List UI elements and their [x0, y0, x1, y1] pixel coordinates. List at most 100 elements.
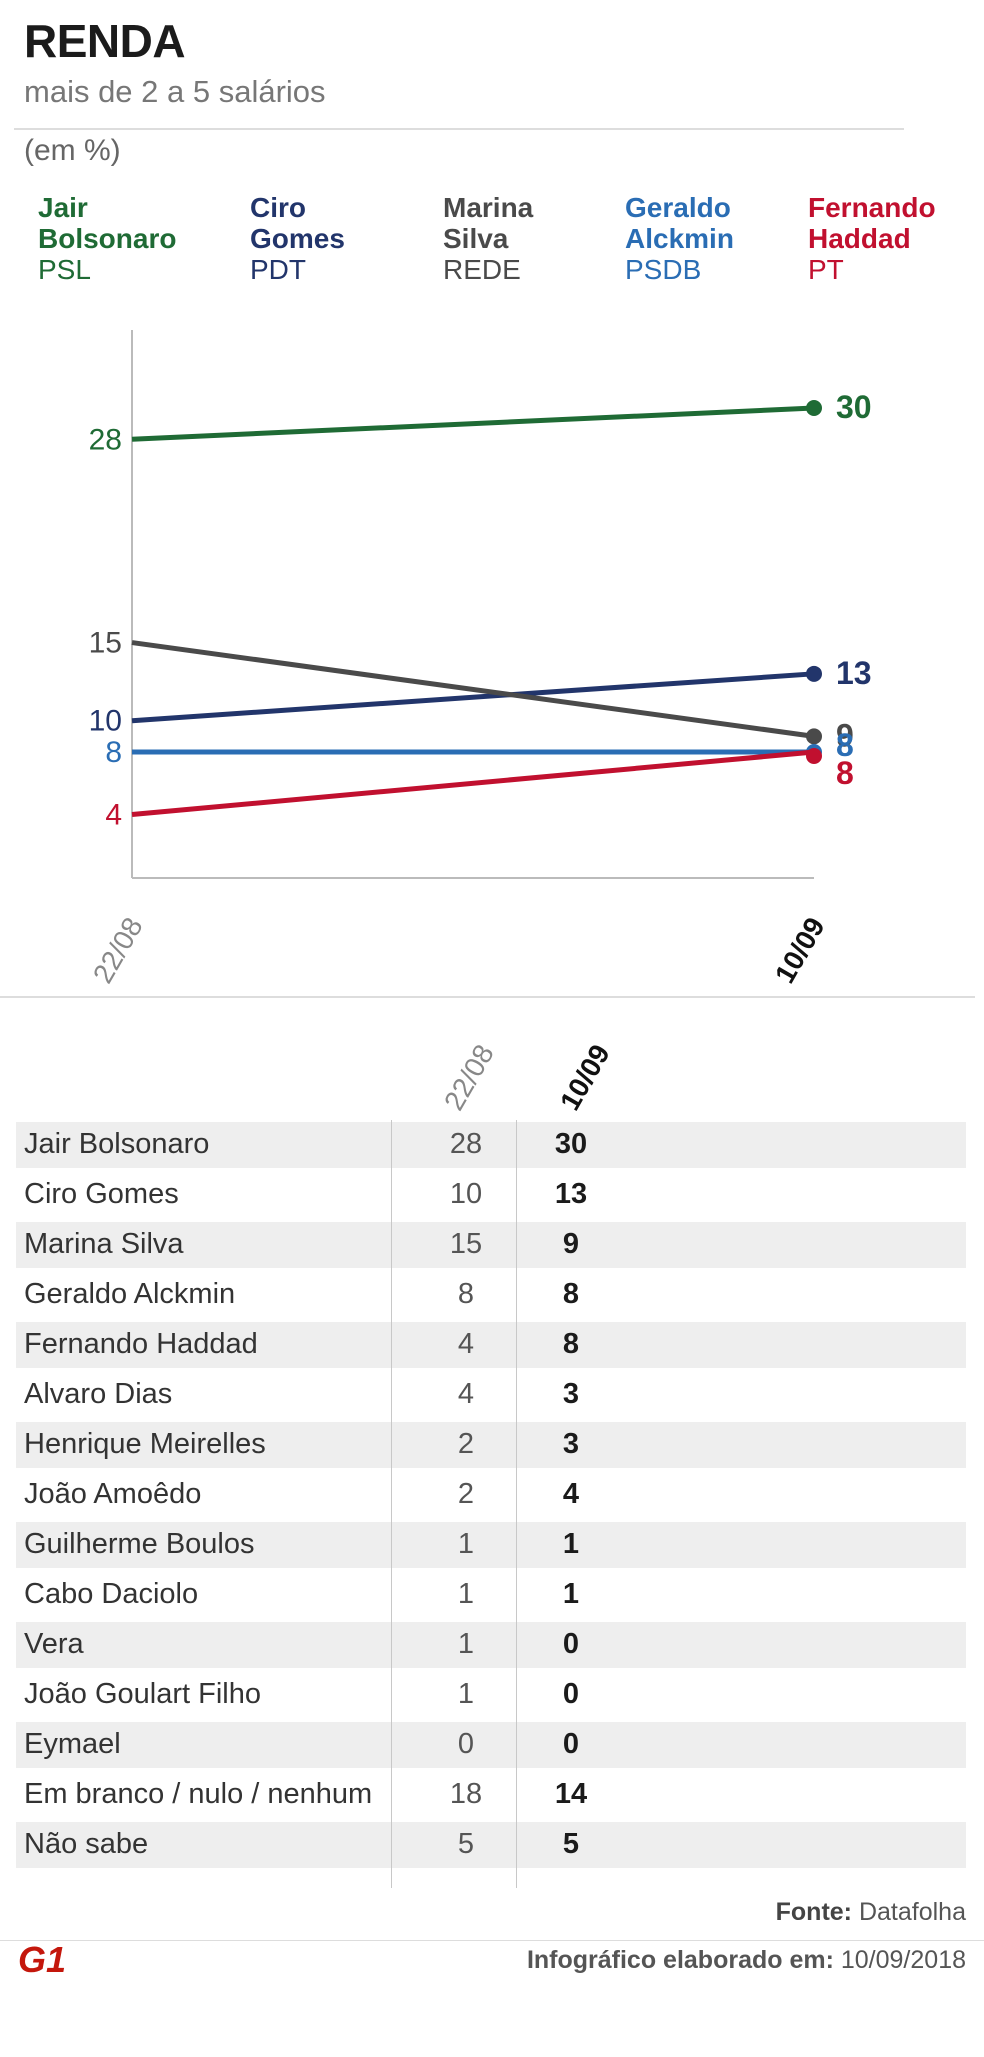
table-cell-current: 3: [562, 1428, 580, 1460]
table-cell-name: Guilherme Boulos: [24, 1528, 255, 1560]
table-row: Marina Silva 15 9: [16, 1222, 966, 1268]
end-value-label: 13: [836, 655, 872, 691]
table-cell-current: 30: [554, 1128, 588, 1160]
svg-text:G1: G1: [18, 1939, 66, 1980]
start-value-label: 10: [89, 705, 122, 738]
start-value-label: 28: [89, 423, 122, 456]
table-cell-current: 13: [554, 1178, 588, 1210]
table-row: Vera 1 0: [16, 1622, 966, 1668]
table-cell-prev: 15: [449, 1228, 483, 1260]
legend-item: Ciro Gomes PDT: [250, 192, 345, 285]
source-value: Datafolha: [858, 1898, 966, 1926]
legend-party: PT: [808, 254, 844, 285]
table-row: João Amoêdo 2 4: [16, 1472, 966, 1518]
table-cell-prev: 1: [457, 1578, 475, 1610]
table-cell-name: Ciro Gomes: [24, 1178, 179, 1210]
table-cell-current: 9: [562, 1228, 580, 1260]
legend-party: PSDB: [625, 254, 702, 285]
table-cell-name: Henrique Meirelles: [24, 1428, 266, 1460]
section-divider: [0, 996, 975, 998]
table-row: Em branco / nulo / nenhum 18 14: [16, 1772, 966, 1818]
g1-logo: G1: [18, 1939, 66, 1980]
table-cell-current: 0: [562, 1628, 580, 1660]
table-cell-prev: 1: [457, 1678, 475, 1710]
date-note: Infográfico elaborado em: 10/09/2018: [527, 1946, 966, 1975]
table-cell-prev: 8: [457, 1278, 475, 1310]
table-row: Henrique Meirelles 2 3: [16, 1422, 966, 1468]
legend-party: PSL: [38, 254, 91, 285]
legend-item: Geraldo Alckmin PSDB: [625, 192, 734, 285]
table-cell-prev: 0: [457, 1728, 475, 1760]
table-row: Alvaro Dias 4 3: [16, 1372, 966, 1418]
table-cell-current: 1: [562, 1578, 580, 1610]
legend-item: Fernando Haddad PT: [808, 192, 936, 285]
end-point: [806, 400, 822, 416]
end-value-label: 8: [836, 755, 854, 791]
table-cell-prev: 18: [449, 1778, 483, 1810]
table-cell-current: 3: [562, 1378, 580, 1410]
series-line: [131, 640, 815, 739]
source-note: Fonte: Datafolha: [776, 1898, 966, 1927]
table-row: João Goulart Filho 1 0: [16, 1672, 966, 1718]
table-cell-current: 8: [562, 1328, 580, 1360]
legend-candidate-name: Geraldo Alckmin: [625, 192, 734, 254]
table-row: Jair Bolsonaro 28 30: [16, 1122, 966, 1168]
table-cell-name: Marina Silva: [24, 1228, 184, 1260]
legend-candidate-name: Fernando Haddad: [808, 192, 936, 254]
table-row: Ciro Gomes 10 13: [16, 1172, 966, 1218]
table-row: Eymael 0 0: [16, 1722, 966, 1768]
end-point: [806, 748, 822, 764]
legend-party: REDE: [443, 254, 521, 285]
legend-item: Jair Bolsonaro PSL: [38, 192, 176, 285]
table-cell-prev: 2: [457, 1428, 475, 1460]
end-point: [806, 665, 822, 682]
legend-candidate-name: Ciro Gomes: [250, 192, 345, 254]
table-divider-1: [391, 1120, 392, 1888]
legend-party: PDT: [250, 254, 306, 285]
end-value-label: 30: [836, 389, 872, 425]
table-cell-current: 1: [562, 1528, 580, 1560]
table-cell-current: 0: [562, 1728, 580, 1760]
table-cell-name: Geraldo Alckmin: [24, 1278, 236, 1310]
source-label: Fonte:: [775, 1898, 853, 1926]
table-cell-current: 8: [562, 1278, 580, 1310]
table-col-header-2: 10/09: [554, 1039, 616, 1116]
legend-candidate-name: Jair Bolsonaro: [38, 192, 177, 254]
table-cell-prev: 4: [457, 1328, 475, 1360]
table-cell-current: 4: [562, 1478, 580, 1510]
table-cell-name: Em branco / nulo / nenhum: [24, 1778, 373, 1810]
header-divider: [14, 128, 904, 130]
table-cell-current: 14: [554, 1778, 588, 1810]
table-cell-name: Vera: [24, 1628, 84, 1660]
table-row: Geraldo Alckmin 8 8: [16, 1272, 966, 1318]
table-cell-name: João Amoêdo: [24, 1478, 202, 1510]
start-value-label: 15: [89, 627, 122, 660]
table-row: Fernando Haddad 4 8: [16, 1322, 966, 1368]
table-cell-name: Fernando Haddad: [24, 1328, 258, 1360]
table-cell-name: Cabo Daciolo: [24, 1578, 199, 1610]
legend-candidate-name: Marina Silva: [443, 192, 534, 254]
legend-item: Marina Silva REDE: [443, 192, 533, 285]
table-cell-prev: 28: [449, 1128, 483, 1160]
table-cell-current: 5: [562, 1828, 580, 1860]
table-divider-2: [516, 1120, 517, 1888]
table-cell-prev: 1: [457, 1628, 475, 1660]
table-cell-prev: 1: [457, 1528, 475, 1560]
end-value-label: 8: [836, 727, 854, 763]
series-line: [131, 749, 815, 818]
table-cell-prev: 10: [449, 1178, 483, 1210]
table-row: Não sabe 5 5: [16, 1822, 966, 1868]
end-point: [806, 728, 822, 745]
table-cell-prev: 4: [457, 1378, 475, 1410]
x-tick-label: 22/08: [87, 912, 149, 988]
table-row: Cabo Daciolo 1 1: [16, 1572, 966, 1618]
date-label: Infográfico elaborado em:: [526, 1946, 834, 1974]
table-cell-prev: 2: [457, 1478, 475, 1510]
series-line: [131, 405, 815, 442]
end-value-label: 9: [836, 717, 854, 753]
table-cell-name: João Goulart Filho: [24, 1678, 261, 1710]
footer-divider: [0, 1940, 984, 1941]
date-value: 10/09/2018: [840, 1946, 966, 1974]
table-row: Guilherme Boulos 1 1: [16, 1522, 966, 1568]
